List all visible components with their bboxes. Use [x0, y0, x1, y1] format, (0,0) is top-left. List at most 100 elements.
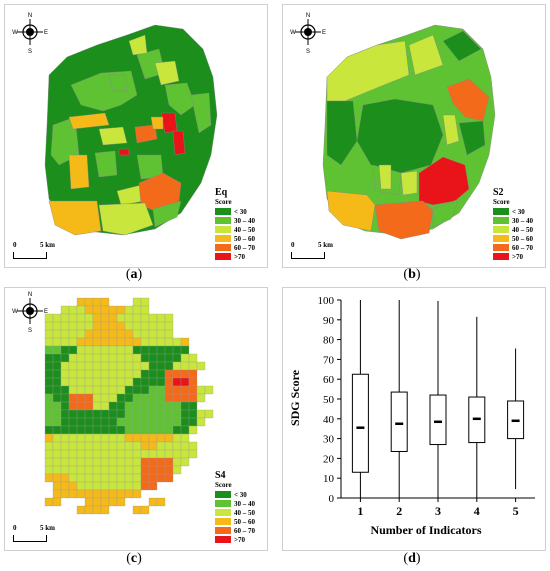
grid-cell	[140, 345, 150, 355]
grid-cell	[116, 337, 126, 347]
compass-w: W	[12, 30, 18, 36]
grid-cell	[108, 473, 118, 483]
grid-cell	[68, 457, 78, 467]
legend-subtitle: Score	[215, 198, 232, 206]
grid-cell	[180, 353, 190, 363]
grid-cell	[148, 425, 158, 435]
grid-cell	[92, 441, 102, 451]
map-a-svg: N S W E	[12, 13, 218, 236]
grid-cell	[100, 465, 110, 475]
grid-cell	[116, 425, 126, 435]
legend-swatch	[215, 491, 231, 498]
grid-cell	[44, 497, 54, 507]
legend-swatch	[215, 509, 231, 516]
caption-c: (c)	[126, 551, 142, 566]
grid-cell	[92, 329, 102, 339]
grid-cell	[124, 401, 134, 411]
grid-cell	[84, 321, 94, 331]
grid-cell	[140, 417, 150, 427]
grid-cell	[76, 369, 86, 379]
grid-cell	[100, 481, 110, 491]
compass-s: S	[306, 49, 310, 55]
grid-cell	[60, 417, 70, 427]
grid-cell	[100, 425, 110, 435]
grid-cell	[116, 457, 126, 467]
grid-cell	[140, 481, 150, 491]
grid-cell	[164, 345, 174, 355]
grid-cell	[172, 345, 182, 355]
grid-cell	[60, 337, 70, 347]
grid-cell	[68, 417, 78, 427]
grid-cell	[164, 457, 174, 467]
grid-cell	[116, 393, 126, 403]
grid-cell	[148, 345, 158, 355]
grid-cell	[52, 481, 62, 491]
legend-label: 60 – 70	[512, 243, 533, 252]
grid-cell	[60, 401, 70, 411]
grid-cell	[60, 425, 70, 435]
grid-cell	[180, 409, 190, 419]
grid-cell	[156, 313, 166, 323]
grid-cell	[108, 425, 118, 435]
grid-cell	[52, 465, 62, 475]
grid-cell	[180, 457, 190, 467]
grid-cell	[164, 385, 174, 395]
grid-cell	[52, 449, 62, 459]
grid-cell	[124, 321, 134, 331]
grid-cell	[84, 337, 94, 347]
caption-a: (a)	[125, 267, 143, 282]
grid-cell	[100, 433, 110, 443]
boxplot-svg: 0 10 20 30 40 50 60 70 80 90 100 1 2 3 4 5 Number of In…	[288, 295, 535, 537]
grid-cell	[108, 433, 118, 443]
grid-cell	[172, 441, 182, 451]
grid-cell	[60, 313, 70, 323]
grid-cell	[84, 393, 94, 403]
grid-cell	[132, 409, 142, 419]
grid-cell	[180, 393, 190, 403]
grid-cell	[148, 329, 158, 339]
scale-line	[13, 535, 47, 542]
grid-cell	[180, 345, 190, 355]
grid-cell	[92, 377, 102, 387]
grid-cell	[172, 369, 182, 379]
box	[429, 394, 447, 446]
grid-cell	[68, 361, 78, 371]
grid-cell	[124, 361, 134, 371]
x-tick-label: 5	[513, 504, 519, 518]
grid-cell	[164, 353, 174, 363]
grid-cell	[84, 425, 94, 435]
grid-cell	[172, 385, 182, 395]
grid-cell	[180, 417, 190, 427]
grid-cell	[60, 393, 70, 403]
grid-cell	[92, 337, 102, 347]
grid-cell	[100, 473, 110, 483]
legend-label: 50 – 60	[234, 234, 255, 243]
grid-cell	[116, 473, 126, 483]
grid-cell	[60, 473, 70, 483]
grid-cell	[124, 377, 134, 387]
grid-cell	[76, 345, 86, 355]
grid-cell	[156, 417, 166, 427]
grid-cell	[140, 473, 150, 483]
grid-cell	[172, 425, 182, 435]
grid-cell	[116, 329, 126, 339]
y-tick-label: 10	[323, 473, 335, 485]
grid-cell	[140, 369, 150, 379]
grid-cell	[164, 401, 174, 411]
y-tick-label: 50	[323, 394, 335, 406]
grid-cell	[124, 329, 134, 339]
legend-a: Eq Score < 30 30 – 40 40 – 50 50 – 60 60…	[215, 187, 255, 261]
grid-cell	[196, 393, 206, 403]
grid-cell	[140, 337, 150, 347]
grid-cell	[196, 385, 206, 395]
x-tick-label: 1	[357, 504, 363, 518]
compass-s: S	[28, 49, 32, 55]
compass-e: E	[44, 309, 48, 315]
grid-cell	[44, 433, 54, 443]
grid-cell	[76, 329, 86, 339]
grid-cell	[108, 393, 118, 403]
grid-cell	[124, 393, 134, 403]
grid-cell	[52, 329, 62, 339]
grid-cell	[84, 441, 94, 451]
grid-cell	[60, 377, 70, 387]
